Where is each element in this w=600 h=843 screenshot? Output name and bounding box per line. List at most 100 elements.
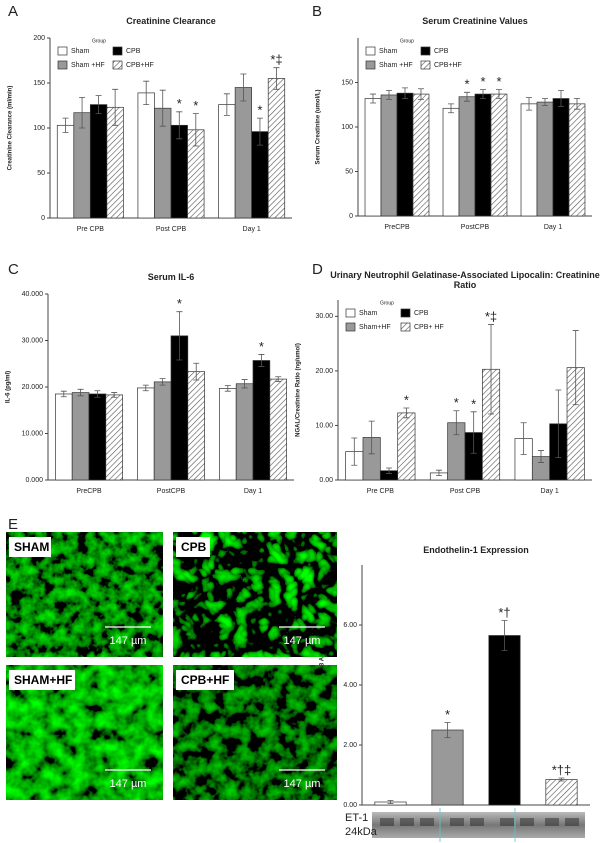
x-tick-label: Day 1 <box>243 226 261 233</box>
significance-mark: * <box>404 392 409 407</box>
bar <box>364 98 382 217</box>
error-bar <box>143 80 150 105</box>
bar <box>520 103 538 217</box>
blot-band <box>420 818 434 826</box>
bar <box>234 87 253 219</box>
error-bar <box>557 90 564 107</box>
legend-label: CPB+ HF <box>414 324 444 331</box>
error-bar <box>275 376 282 382</box>
error-bar <box>520 422 527 455</box>
error-bar <box>159 89 166 127</box>
bar <box>187 371 205 481</box>
legend-label: CPB <box>434 48 449 55</box>
error-bar <box>488 324 495 415</box>
bar <box>488 635 521 806</box>
significance-mark: *† <box>498 605 510 620</box>
bar <box>105 394 123 481</box>
bar <box>536 101 554 217</box>
legend-label: CPB+HF <box>434 62 462 69</box>
y-axis-label: NGAL/Creatinine Ratio (ng/umol) <box>296 343 302 437</box>
error-bar <box>192 113 199 147</box>
y-tick-label: 20.00 <box>315 368 333 375</box>
legend-label: Sham <box>359 310 377 317</box>
bar <box>218 104 236 219</box>
error-bar <box>403 407 410 419</box>
scale-label: 147 µm <box>110 778 147 790</box>
bar <box>431 729 464 806</box>
significance-mark: * <box>454 395 459 410</box>
panel-letter: A <box>8 3 18 20</box>
bar <box>267 78 286 219</box>
micrograph-label-bg <box>176 537 210 557</box>
error-bar <box>387 800 394 804</box>
error-bar <box>386 467 393 474</box>
x-tick-label: Post CPB <box>156 226 187 233</box>
y-tick-label: 150 <box>33 80 45 87</box>
legend-swatch <box>57 60 68 70</box>
significance-mark: * <box>464 77 469 92</box>
y-axis-label: IL-6 (pg/ml) <box>6 371 12 403</box>
bar <box>458 96 476 217</box>
bar <box>73 112 91 219</box>
y-tick-label: 30.00 <box>315 313 333 320</box>
legend-title: Group <box>380 300 394 306</box>
chart-title: Creatinine Clearance <box>126 16 216 26</box>
error-bar <box>479 89 486 99</box>
y-tick-label: 0.00 <box>319 477 333 484</box>
blot-band <box>470 818 484 826</box>
y-tick-label: 0.00 <box>343 802 357 809</box>
legend-swatch <box>112 60 123 70</box>
panel-letter: D <box>312 261 323 278</box>
bar <box>412 93 430 217</box>
y-tick-label: 0 <box>349 213 353 220</box>
legend-swatch <box>57 46 68 56</box>
error-bar <box>176 111 183 140</box>
bar <box>219 388 237 481</box>
error-bar <box>77 388 84 397</box>
y-tick-label: 0.000 <box>25 477 43 484</box>
significance-mark: * <box>193 98 198 113</box>
bar <box>397 412 416 481</box>
x-tick-label: Pre CPB <box>77 226 105 233</box>
y-tick-label: 200 <box>33 35 45 42</box>
y-tick-label: 100 <box>341 124 353 131</box>
y-tick-label: 20.000 <box>22 384 44 391</box>
legend-label: Sham +HF <box>379 62 413 69</box>
y-tick-label: 0 <box>41 215 45 222</box>
error-bar <box>258 354 265 367</box>
micrograph-label: CPB+HF <box>181 673 229 687</box>
significance-mark: * <box>471 396 476 411</box>
error-bar <box>573 98 580 110</box>
x-tick-label: Day 1 <box>541 488 559 495</box>
error-bar <box>558 777 565 782</box>
significance-mark: *†‡ <box>552 762 572 777</box>
blot-label: ET-1 <box>345 812 368 824</box>
y-tick-label: 2.00 <box>343 742 357 749</box>
significance-mark: * <box>259 339 264 354</box>
scale-label: 147 µm <box>110 635 147 647</box>
x-tick-label: Day 1 <box>544 224 562 231</box>
bar <box>568 103 586 217</box>
micrograph-label: SHAM <box>14 540 49 554</box>
error-bar <box>555 389 562 459</box>
error-bar <box>537 450 544 463</box>
micrograph-label: SHAM+HF <box>14 673 72 687</box>
bar <box>490 93 508 217</box>
chart-title: Urinary Neutrophil Gelatinase-Associated… <box>330 270 600 290</box>
bar <box>474 93 492 217</box>
chart-title: Endothelin-1 Expression <box>423 545 529 555</box>
legend-label: Sham <box>71 48 89 55</box>
blot-band <box>520 818 534 826</box>
bar <box>442 107 460 217</box>
error-bar <box>448 103 455 114</box>
significance-mark: *‡ <box>485 309 497 324</box>
y-tick-label: 30.000 <box>22 337 44 344</box>
legend-swatch <box>345 322 356 332</box>
error-bar <box>224 385 231 392</box>
legend-swatch <box>420 60 431 70</box>
error-bar <box>256 117 263 146</box>
panel-letter: E <box>8 516 18 533</box>
legend-title: Group <box>400 38 414 44</box>
y-tick-label: 6.00 <box>343 622 357 629</box>
bar <box>269 378 287 481</box>
